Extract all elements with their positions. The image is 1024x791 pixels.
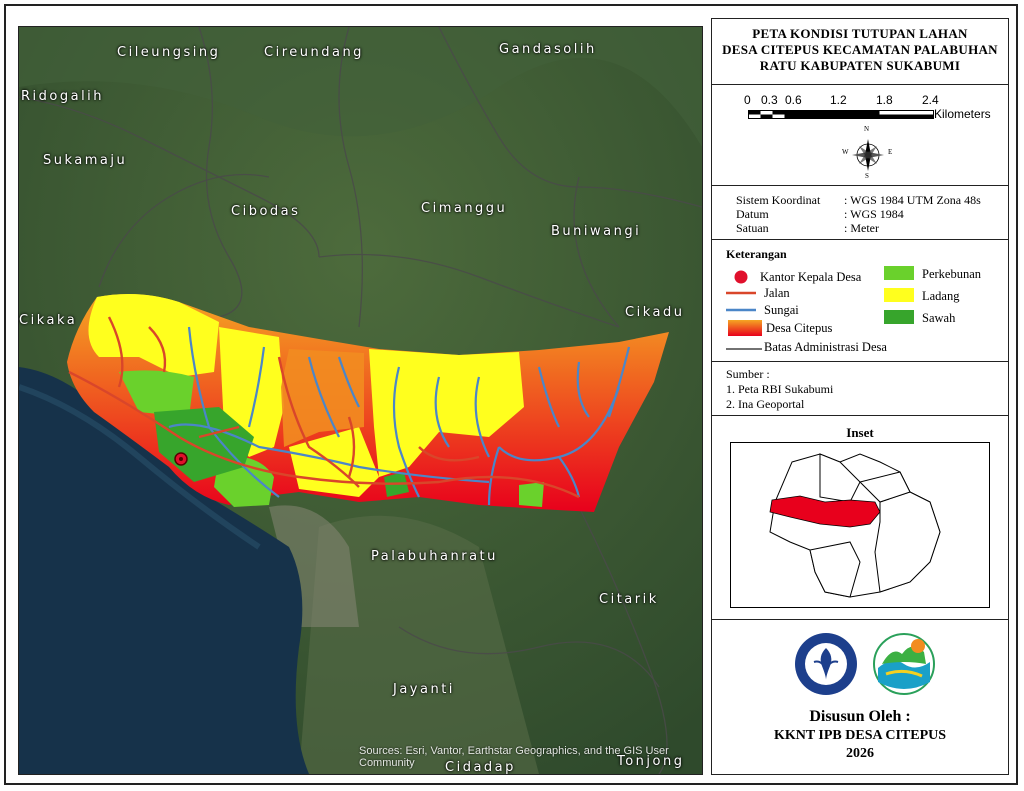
perkebunan-legend-swatch bbox=[884, 266, 914, 280]
legend-sungai: Sungai bbox=[764, 303, 799, 317]
scale-tick-0: 0 bbox=[744, 93, 751, 107]
scale-tick-1: 0.3 bbox=[761, 93, 778, 107]
compass-n: N bbox=[864, 125, 870, 133]
jalan-legend-icon bbox=[726, 291, 756, 295]
place-label-11: Citarik bbox=[599, 592, 659, 607]
credit-line-1: Disusun Oleh : bbox=[809, 708, 911, 725]
map-title-line-3: RATU KABUPATEN SUKABUMI bbox=[759, 58, 961, 73]
scale-bar bbox=[748, 110, 934, 119]
scale-tick-3: 1.2 bbox=[830, 93, 847, 107]
kantor-legend-icon bbox=[734, 270, 748, 284]
batas-legend-icon bbox=[726, 348, 762, 350]
place-label-13: Cidadap bbox=[445, 760, 516, 775]
inset-title: Inset bbox=[846, 425, 874, 440]
jalan-lines bbox=[68, 316, 580, 499]
inset-panel: Inset bbox=[711, 415, 1009, 620]
map-frame bbox=[4, 4, 1018, 785]
place-label-12: Jayanti bbox=[393, 682, 455, 697]
place-label-5: Cibodas bbox=[231, 204, 301, 219]
legend-jalan: Jalan bbox=[764, 286, 790, 300]
ladang-legend-swatch bbox=[884, 288, 914, 302]
legend-perkebunan: Perkebunan bbox=[922, 267, 982, 281]
info-value-1: : WGS 1984 bbox=[844, 207, 904, 221]
scale-unit: Kilometers bbox=[934, 107, 991, 121]
inset-citepus-highlight bbox=[769, 495, 881, 528]
source-item-1: 2. Ina Geoportal bbox=[726, 397, 805, 411]
kknt-logo bbox=[873, 633, 935, 695]
place-label-0: Cileungsing bbox=[117, 45, 221, 60]
legend-batas: Batas Administrasi Desa bbox=[764, 340, 887, 354]
map-title-line-2: DESA CITEPUS KECAMATAN PALABUHAN bbox=[722, 42, 998, 57]
title-panel: PETA KONDISI TUTUPAN LAHAN DESA CITEPUS … bbox=[711, 18, 1009, 85]
place-label-4: Sukamaju bbox=[43, 153, 128, 168]
place-label-9: Cikadu bbox=[625, 305, 685, 320]
coordinate-panel: Sistem Koordinat : WGS 1984 UTM Zona 48s… bbox=[711, 185, 1009, 240]
basemap-attribution: Sources: Esri, Vantor, Earthstar Geograp… bbox=[359, 745, 669, 769]
sources-heading: Sumber : bbox=[726, 367, 770, 381]
map-canvas bbox=[19, 27, 702, 774]
sources-panel: Sumber : 1. Peta RBI Sukabumi 2. Ina Geo… bbox=[711, 361, 1009, 416]
scale-compass-panel: 0 0.3 0.6 1.2 1.8 2.4 Kilometers N S W E bbox=[711, 84, 1009, 186]
place-label-6: Cimanggu bbox=[421, 201, 508, 216]
info-value-0: : WGS 1984 UTM Zona 48s bbox=[844, 193, 981, 207]
scale-tick-4: 1.8 bbox=[876, 93, 893, 107]
map-title-line-1: PETA KONDISI TUTUPAN LAHAN bbox=[752, 26, 968, 41]
place-label-10: Palabuhanratu bbox=[371, 549, 498, 564]
place-label-14: Tonjong bbox=[617, 754, 685, 769]
sawah-legend-swatch bbox=[884, 310, 914, 324]
legend-panel: Keterangan Kantor Kepala Desa Jalan Sung… bbox=[711, 239, 1009, 362]
inset-map bbox=[730, 442, 990, 608]
credit-panel: Disusun Oleh : KKNT IPB DESA CITEPUS 202… bbox=[711, 619, 1009, 775]
admin-boundaries bbox=[19, 27, 702, 774]
legend-kantor: Kantor Kepala Desa bbox=[760, 270, 862, 284]
legend-ladang: Ladang bbox=[922, 289, 960, 303]
ipb-logo bbox=[795, 633, 857, 695]
info-label-0: Sistem Koordinat bbox=[736, 193, 821, 207]
place-label-3: Ridogalih bbox=[21, 89, 105, 104]
info-value-2: : Meter bbox=[844, 221, 879, 235]
legend-sawah: Sawah bbox=[922, 311, 956, 325]
credit-line-2: KKNT IPB DESA CITEPUS bbox=[773, 728, 947, 743]
scale-tick-5: 2.4 bbox=[922, 93, 939, 107]
citepus-legend-swatch bbox=[728, 320, 762, 336]
compass-e: E bbox=[888, 148, 893, 156]
credit-line-3: 2026 bbox=[846, 746, 874, 761]
compass-w: W bbox=[842, 148, 849, 156]
sea bbox=[19, 367, 309, 774]
compass-s: S bbox=[865, 172, 869, 180]
sungai-lines bbox=[168, 326, 631, 506]
place-label-8: Cikaka bbox=[19, 313, 78, 328]
info-label-2: Satuan bbox=[736, 221, 769, 235]
palabuhanratu-town bbox=[299, 515, 539, 774]
satellite-map[interactable]: Cileungsing Cireundang Gandasolih Ridoga… bbox=[18, 26, 703, 775]
source-item-0: 1. Peta RBI Sukabumi bbox=[726, 382, 834, 396]
place-label-2: Gandasolih bbox=[499, 42, 597, 57]
legend-citepus: Desa Citepus bbox=[766, 321, 833, 335]
scale-tick-2: 0.6 bbox=[785, 93, 802, 107]
compass-rose-icon bbox=[852, 139, 884, 171]
sungai-legend-icon bbox=[726, 308, 756, 312]
info-label-1: Datum bbox=[736, 207, 769, 221]
place-label-1: Cireundang bbox=[264, 45, 364, 60]
legend-heading: Keterangan bbox=[726, 247, 787, 261]
place-label-7: Buniwangi bbox=[551, 224, 642, 239]
